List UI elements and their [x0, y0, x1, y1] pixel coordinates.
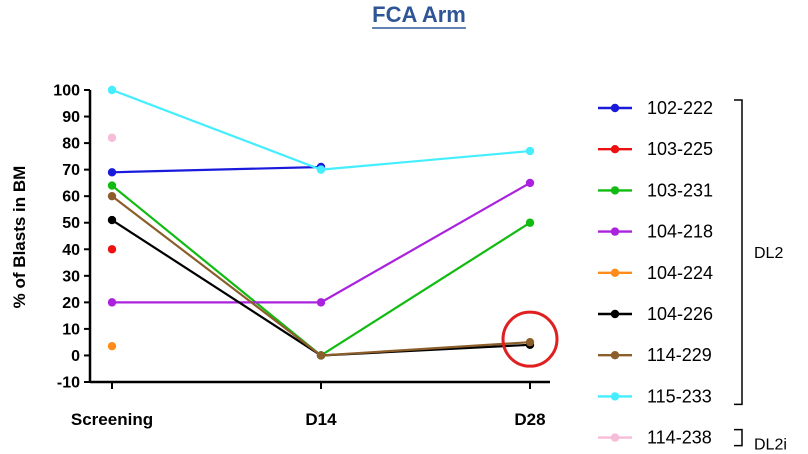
series-line — [111, 88, 531, 171]
data-point — [107, 215, 117, 225]
series-115-233 — [107, 85, 535, 174]
legend-label: 102-222 — [647, 98, 713, 118]
legend-marker — [610, 351, 620, 360]
x-tick-label: D28 — [514, 410, 545, 429]
series-104-218 — [107, 178, 535, 307]
x-tick-label: Screening — [71, 410, 153, 429]
data-point — [107, 341, 117, 351]
group-bracket — [734, 99, 743, 406]
data-point — [316, 351, 326, 360]
axes: -10 0 10 20 30 40 50 60 70 80 90 100 Screening D14 D28 — [53, 83, 550, 429]
legend-marker — [610, 392, 620, 401]
legend-label: 103-225 — [647, 139, 713, 159]
series-line — [111, 219, 531, 357]
data-point — [107, 133, 117, 142]
legend-label: 115-233 — [647, 386, 712, 406]
series-line — [111, 184, 531, 357]
legend-group: DL2 — [734, 99, 783, 406]
y-tick-label: 90 — [62, 109, 80, 126]
y-tick-label: 0 — [71, 348, 80, 365]
data-point — [107, 191, 117, 201]
data-point — [107, 181, 117, 190]
y-tick-label: 70 — [62, 162, 80, 179]
legend-label: 103-231 — [647, 180, 713, 200]
highlight-circle — [501, 310, 559, 368]
series-103-231 — [107, 181, 535, 360]
data-point — [316, 165, 326, 174]
y-tick-label: -10 — [57, 375, 80, 392]
y-tick-label: 100 — [53, 83, 80, 100]
group-bracket — [734, 428, 743, 447]
legend-marker — [610, 227, 620, 236]
legend-item: 114-229 — [598, 345, 712, 365]
legend-marker — [610, 309, 620, 319]
y-axis-label: % of Blasts in BM — [10, 166, 29, 309]
legend-marker — [610, 103, 620, 113]
y-tick-label: 80 — [62, 136, 80, 153]
legend-label: 104-226 — [647, 304, 713, 324]
series-line — [111, 195, 531, 357]
legend-marker — [610, 145, 620, 154]
legend-item: 104-224 — [598, 263, 713, 283]
series-102-222 — [107, 162, 326, 177]
series-line — [111, 165, 322, 174]
series-103-225 — [107, 245, 117, 254]
data-point — [107, 168, 117, 177]
data-point — [525, 218, 535, 227]
legend-item: 103-225 — [598, 139, 713, 159]
y-tick-label: 30 — [62, 268, 80, 285]
data-point — [107, 85, 117, 95]
y-tick-label: 20 — [62, 295, 80, 312]
y-tick-label: 60 — [62, 189, 80, 206]
legend-label: 104-224 — [647, 263, 713, 283]
legend: 102-222 103-225 103-231 104-218 104-224 104-2… — [598, 98, 787, 454]
series-104-224 — [107, 341, 117, 351]
chart-title: FCA Arm — [372, 2, 466, 27]
legend-item: 102-222 — [598, 98, 713, 118]
y-tick-label: 50 — [62, 215, 80, 232]
data-point — [525, 337, 535, 347]
series-104-226 — [107, 215, 535, 360]
group-label: DL2 — [754, 245, 783, 262]
legend-marker — [610, 433, 620, 442]
legend-label: 104-218 — [647, 222, 713, 242]
data-point — [107, 298, 117, 307]
legend-marker — [610, 268, 620, 277]
data-point — [316, 298, 326, 307]
legend-item: 104-218 — [598, 222, 713, 242]
legend-item: 115-233 — [598, 386, 712, 406]
data-point — [107, 245, 117, 254]
series-114-238 — [107, 133, 117, 142]
y-tick-label: 40 — [62, 242, 80, 259]
data-point — [525, 146, 535, 156]
series-114-229 — [107, 191, 535, 360]
y-tick-label: 10 — [62, 321, 80, 338]
legend-item: 103-231 — [598, 180, 713, 200]
series-layer — [107, 85, 535, 360]
legend-item: 104-226 — [598, 304, 713, 324]
x-tick-label: D14 — [305, 410, 337, 429]
legend-label: 114-229 — [647, 345, 712, 365]
legend-group: DL2i — [734, 428, 787, 454]
group-label: DL2i — [754, 437, 787, 454]
data-point — [525, 178, 535, 188]
legend-marker — [610, 186, 620, 195]
legend-item: 114-238 — [598, 428, 712, 448]
annotation-layer — [501, 310, 559, 368]
legend-label: 114-238 — [647, 428, 712, 448]
